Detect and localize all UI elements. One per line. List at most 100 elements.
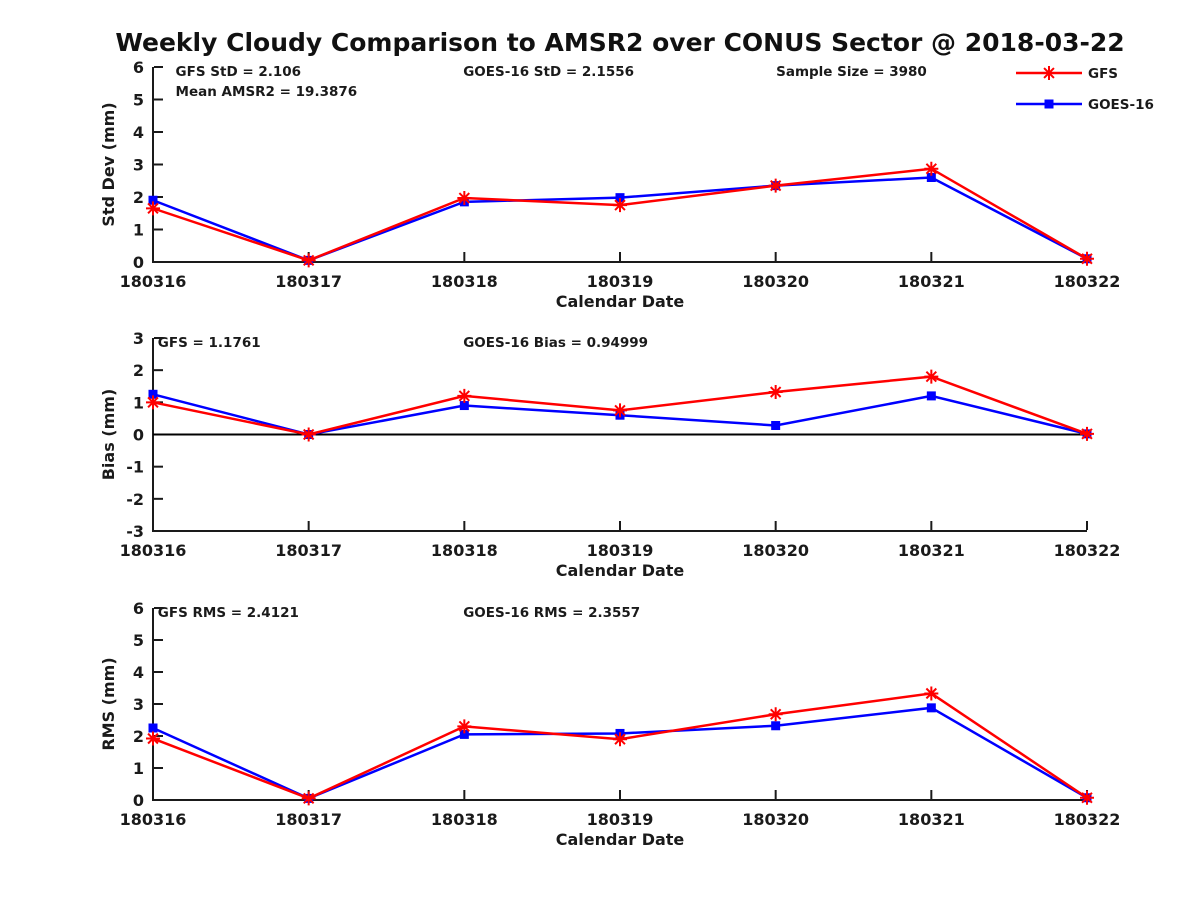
- marker-goes-16: [615, 193, 625, 203]
- y-tick-label: -1: [126, 458, 144, 477]
- std-dev-chart: 0 1 2 3 4 5 6 180316 180317 180318 180319 180320 180…: [99, 58, 1154, 311]
- y-tick-label: 3: [133, 329, 144, 348]
- marker-goes-16: [771, 721, 781, 731]
- x-tick-label: 180319: [587, 541, 654, 560]
- legend-label: GFS: [1088, 66, 1118, 82]
- x-tick-label: 180317: [275, 810, 342, 829]
- marker-gfs: [613, 198, 627, 213]
- marker-gfs: [146, 395, 160, 410]
- marker-goes-16: [926, 703, 936, 713]
- y-tick-label: 0: [133, 791, 144, 810]
- annotation: GOES-16 Bias = 0.94999: [463, 335, 648, 351]
- x-axis-title: Calendar Date: [556, 292, 685, 311]
- series-line-gfs: [152, 167, 1088, 262]
- x-tick-label: 180316: [120, 810, 187, 829]
- marker-goes-16: [459, 729, 469, 739]
- y-tick-label: 5: [133, 91, 144, 110]
- marker-gfs: [457, 190, 472, 205]
- y-tick-label: 1: [133, 393, 144, 412]
- y-axis-title: Std Dev (mm): [99, 102, 118, 226]
- x-tick-label: 180321: [898, 541, 965, 560]
- y-axis-title: Bias (mm): [99, 389, 118, 481]
- marker-gfs: [1080, 426, 1094, 441]
- bias-chart: -3 -2 -1 0 1 2 3 180316 180317 180318 180319 180320…: [99, 329, 1121, 580]
- y-tick-label: 3: [133, 156, 144, 175]
- x-tick-label: 180320: [742, 810, 809, 829]
- y-tick-label: 0: [133, 426, 144, 445]
- marker-gfs: [768, 707, 783, 722]
- x-axis-title: Calendar Date: [556, 561, 685, 580]
- marker-gfs: [1080, 251, 1094, 266]
- annotation: GOES-16 RMS = 2.3557: [463, 605, 640, 621]
- x-tick-label: 180322: [1054, 541, 1121, 560]
- marker-gfs: [924, 686, 939, 701]
- legend-label: GOES-16: [1088, 97, 1154, 113]
- x-tick-label: 180321: [898, 272, 965, 291]
- y-tick-label: 5: [133, 631, 144, 650]
- marker-gfs: [301, 427, 316, 442]
- series-line-goes-16: [152, 706, 1088, 800]
- marker-gfs: [457, 719, 472, 734]
- legend-marker-goes-16: [1044, 99, 1054, 109]
- marker-goes-16: [148, 195, 158, 205]
- x-tick-label: 180317: [275, 541, 342, 560]
- y-tick-label: -3: [126, 522, 144, 541]
- marker-gfs: [613, 403, 627, 418]
- y-tick-label: 2: [133, 727, 144, 746]
- x-tick-label: 180318: [431, 272, 498, 291]
- x-tick-label: 180322: [1054, 810, 1121, 829]
- x-tick-label: 180320: [742, 272, 809, 291]
- y-tick-label: 4: [133, 123, 144, 142]
- marker-goes-16: [148, 389, 158, 399]
- x-tick-label: 180320: [742, 541, 809, 560]
- x-tick-label: 180318: [431, 541, 498, 560]
- figure-title: Weekly Cloudy Comparison to AMSR2 over C…: [115, 28, 1125, 57]
- x-tick-label: 180316: [120, 272, 187, 291]
- x-tick-label: 180319: [587, 272, 654, 291]
- rms-chart: 0 1 2 3 4 5 6 180316 180317 180318 180319 180320 180…: [99, 599, 1121, 849]
- marker-gfs: [301, 253, 316, 268]
- x-axis-title: Calendar Date: [556, 830, 685, 849]
- series-line-goes-16: [152, 176, 1088, 262]
- marker-gfs: [768, 385, 783, 400]
- annotation: GOES-16 StD = 2.1556: [463, 64, 634, 80]
- marker-gfs: [146, 201, 160, 216]
- y-tick-label: 6: [133, 599, 144, 618]
- x-tick-label: 180321: [898, 810, 965, 829]
- marker-goes-16: [926, 173, 936, 182]
- marker-goes-16: [148, 723, 158, 733]
- marker-goes-16: [926, 391, 936, 401]
- marker-gfs: [146, 731, 160, 746]
- y-tick-label: 2: [133, 361, 144, 380]
- annotation: GFS RMS = 2.4121: [158, 605, 299, 621]
- marker-gfs: [1080, 790, 1094, 805]
- y-tick-label: 6: [133, 58, 144, 77]
- annotation: GFS StD = 2.106: [176, 64, 302, 80]
- x-tick-label: 180322: [1054, 272, 1121, 291]
- y-tick-label: 4: [133, 663, 144, 682]
- marker-gfs: [613, 732, 627, 747]
- annotation: Sample Size = 3980: [776, 64, 927, 80]
- marker-gfs: [457, 388, 472, 403]
- x-tick-label: 180318: [431, 810, 498, 829]
- y-axis-title: RMS (mm): [99, 657, 118, 750]
- marker-gfs: [924, 161, 939, 176]
- marker-goes-16: [771, 420, 781, 430]
- y-tick-label: 1: [133, 221, 144, 240]
- marker-goes-16: [459, 401, 469, 411]
- marker-gfs: [301, 791, 316, 806]
- x-tick-label: 180316: [120, 541, 187, 560]
- marker-gfs: [924, 369, 939, 384]
- y-tick-label: 0: [133, 253, 144, 272]
- y-tick-label: 1: [133, 759, 144, 778]
- annotation: GFS = 1.1761: [158, 335, 261, 351]
- y-tick-label: -2: [126, 490, 144, 509]
- x-tick-label: 180319: [587, 810, 654, 829]
- y-tick-label: 2: [133, 188, 144, 207]
- x-tick-label: 180317: [275, 272, 342, 291]
- annotation: Mean AMSR2 = 19.3876: [176, 84, 358, 100]
- marker-gfs: [768, 178, 783, 193]
- legend-marker-gfs: [1042, 66, 1056, 80]
- y-tick-label: 3: [133, 695, 144, 714]
